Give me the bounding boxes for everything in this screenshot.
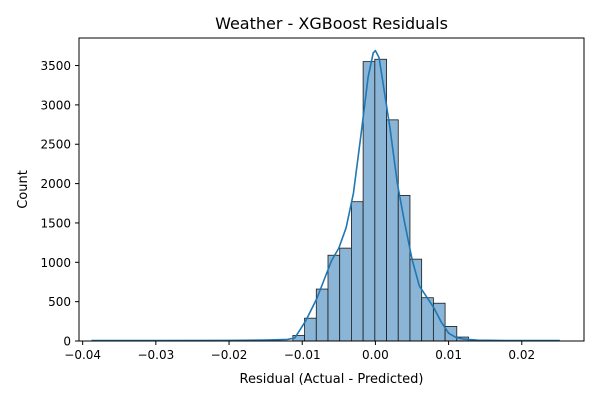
y-tick-label: 1000	[40, 256, 71, 270]
x-axis-label: Residual (Actual - Predicted)	[240, 372, 424, 387]
y-axis: 0 500 1000 1500 2000 2500 3000 3500	[40, 59, 79, 349]
y-axis-label: Count	[16, 170, 31, 209]
histogram-bar-3	[327, 254, 341, 342]
x-tick-label: 0.00	[362, 348, 389, 362]
kde-line	[91, 49, 560, 342]
x-tick-label: 0.02	[508, 348, 535, 362]
histogram-bar-8	[386, 119, 399, 342]
y-tick-label: 3500	[40, 59, 71, 73]
y-tick-label: 1500	[40, 216, 71, 230]
histogram-bar-5	[351, 201, 364, 342]
y-tick-label: 500	[48, 295, 71, 309]
x-tick-label: −0.02	[211, 348, 248, 362]
y-tick-label: 2500	[40, 138, 71, 152]
x-tick-label: −0.03	[137, 348, 174, 362]
x-tick-label: −0.04	[64, 348, 101, 362]
histogram-bar-4	[339, 247, 352, 342]
y-tick-label: 2000	[40, 177, 71, 191]
plot-frame	[78, 37, 585, 342]
histogram-bar-1	[304, 317, 317, 342]
y-tick-label: 0	[63, 335, 71, 349]
kde-layer	[91, 49, 560, 342]
x-axis: −0.04 −0.03 −0.02 −0.01 0.00 0.01 0.02	[64, 341, 535, 362]
x-tick-label: −0.01	[284, 348, 321, 362]
bars-layer	[292, 58, 469, 342]
chart-title: Weather - XGBoost Residuals	[215, 14, 448, 33]
histogram-bar-7	[374, 58, 387, 342]
y-tick-label: 3000	[40, 98, 71, 112]
x-tick-label: 0.01	[435, 348, 462, 362]
